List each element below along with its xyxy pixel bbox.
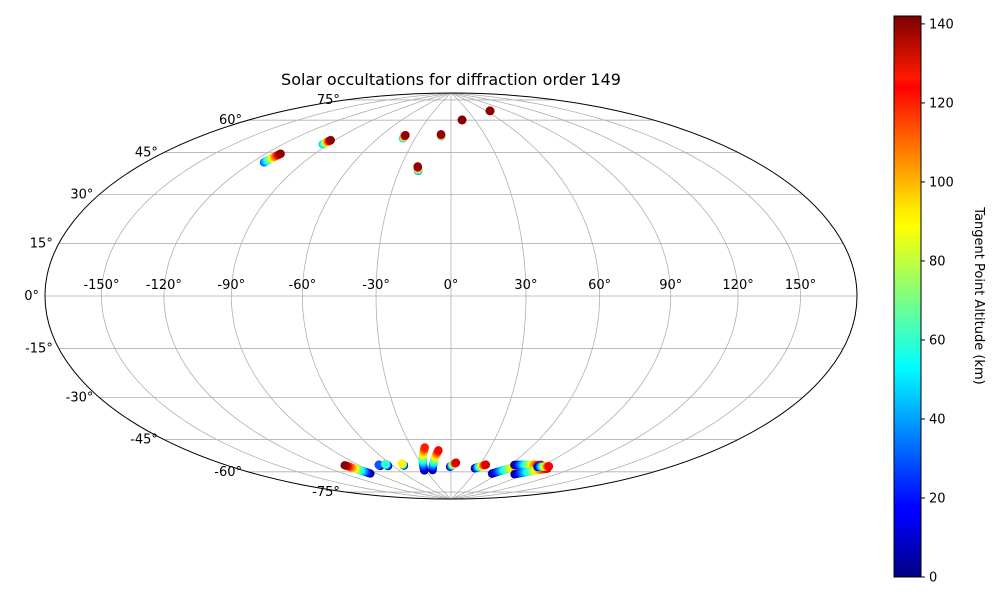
x-tick-label: 60°	[588, 278, 611, 293]
colorbar-label: Tangent Point Altitude (km)	[971, 206, 986, 384]
colorbar-tick-label: 20	[929, 491, 946, 506]
data-point	[481, 460, 491, 469]
x-tick-label: -90°	[217, 278, 245, 293]
y-tick-label: 0°	[24, 289, 39, 304]
x-tick-label: -30°	[362, 278, 390, 293]
colorbar-tick-label: 100	[929, 175, 954, 190]
y-tick-label: 60°	[219, 113, 242, 128]
data-point	[451, 458, 461, 467]
y-tick-label: 30°	[70, 188, 93, 203]
data-point	[434, 446, 443, 455]
meridian-line	[450, 92, 672, 500]
x-tick-label: 90°	[659, 278, 682, 293]
data-point	[397, 459, 406, 468]
data-point	[276, 149, 285, 158]
data-point	[436, 130, 446, 139]
colorbar-tick-label: 60	[929, 333, 946, 348]
colorbar-tick-label: 120	[929, 96, 954, 111]
latitude-tick-labels: 75° 60° 45° 30° 15° 0° -15° -30° -45° -60° -75°	[24, 93, 340, 500]
data-point	[340, 461, 349, 470]
meridian-line	[450, 92, 801, 500]
map-outline	[44, 92, 858, 500]
y-tick-label: -60°	[214, 465, 242, 480]
data-point	[420, 443, 429, 452]
colorbar-tick-label: 40	[929, 412, 946, 427]
colorbar-tick-label: 80	[929, 254, 946, 269]
y-tick-label: 45°	[135, 145, 158, 160]
chart-title: Solar occultations for diffraction order…	[281, 70, 621, 89]
colorbar-ticks: 0 20 40 60 80 100 120 140	[921, 17, 954, 586]
y-tick-label: -45°	[130, 433, 158, 448]
meridian-line	[101, 92, 452, 500]
colorbar: 0 20 40 60 80 100 120 140 Tangent Point Altitud…	[893, 15, 986, 586]
x-tick-label: -120°	[146, 278, 182, 293]
data-point	[326, 135, 336, 145]
data-point	[457, 115, 467, 125]
y-tick-label: 75°	[317, 93, 340, 108]
data-point	[413, 162, 422, 171]
data-point	[544, 462, 554, 471]
occultation-points	[259, 106, 554, 479]
y-tick-label: -30°	[66, 391, 94, 406]
data-point	[374, 460, 383, 470]
meridian-line	[375, 92, 452, 500]
data-point	[401, 130, 410, 140]
meridian-line	[301, 92, 452, 500]
longitude-tick-labels: -150° -120° -90° -60° -30° 0° 30° 60° 90° 120° 150…	[83, 278, 816, 293]
meridian-line	[450, 92, 601, 500]
x-tick-label: -60°	[289, 278, 317, 293]
x-tick-label: 150°	[785, 278, 816, 293]
graticule	[44, 92, 858, 500]
meridian-line	[163, 92, 452, 500]
y-tick-label: 15°	[30, 236, 53, 251]
x-tick-label: 0°	[444, 278, 459, 293]
y-tick-label: -15°	[25, 342, 53, 357]
colorbar-tick-label: 140	[929, 17, 954, 32]
x-tick-label: 30°	[514, 278, 537, 293]
data-point	[485, 106, 495, 116]
colorbar-gradient	[893, 15, 922, 578]
x-tick-label: 120°	[722, 278, 753, 293]
colorbar-tick-label: 0	[929, 571, 937, 586]
meridian-line	[450, 92, 739, 500]
meridian-line	[450, 92, 527, 500]
x-tick-label: -150°	[83, 278, 119, 293]
data-point	[381, 459, 390, 469]
y-tick-label: -75°	[312, 485, 340, 500]
